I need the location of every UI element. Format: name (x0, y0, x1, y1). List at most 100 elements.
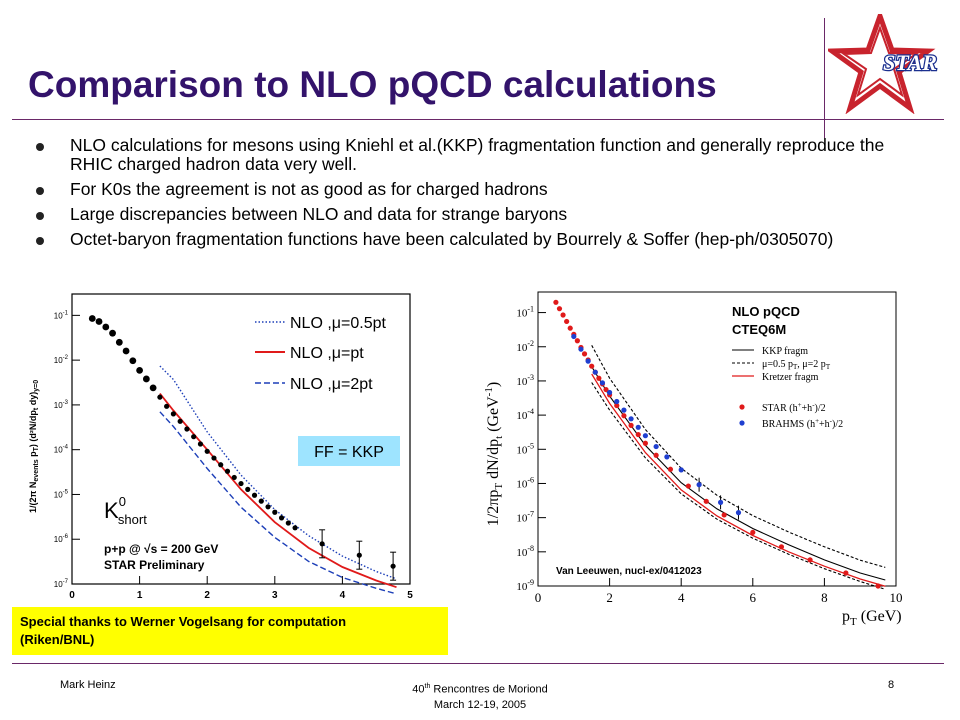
bullet-dot-icon (36, 212, 44, 220)
data-point-star (553, 299, 559, 305)
x-tick-label: 0 (69, 590, 75, 601)
data-point-star (721, 512, 727, 518)
x-tick-label: 2 (204, 590, 210, 601)
data-point (258, 498, 264, 504)
footer-divider (12, 663, 944, 664)
curve-mu-pt (159, 392, 397, 589)
data-point (278, 515, 285, 521)
star-outline (828, 14, 936, 114)
data-point (197, 441, 204, 447)
data-point (164, 403, 170, 409)
legend-label: BRAHMS (h++h-)/2 (762, 417, 843, 430)
bullet-list: NLO calculations for mesons using Kniehl… (36, 136, 916, 255)
plot-frame (71, 293, 411, 585)
acknowledgement-line: (Riken/BNL) (20, 632, 95, 647)
curve-mu-2pt (159, 411, 397, 595)
star-logo-icon: STAR (828, 14, 938, 114)
data-point-brahms (642, 433, 648, 439)
x-axis-title: pT (GeV) (842, 608, 902, 628)
data-point (231, 474, 237, 481)
data-point (149, 384, 157, 392)
y-tick-label: 10-3 (54, 400, 69, 410)
data-point-star (667, 466, 674, 472)
data-point-star (778, 544, 785, 550)
vertical-divider (824, 18, 825, 138)
y-axis-title: 1/2πpT dN/dpt (GeV-1) (483, 382, 505, 526)
data-point (356, 552, 362, 558)
curve-scale-upper (591, 345, 886, 568)
data-point (170, 411, 176, 417)
y-tick-label: 10-8 (516, 544, 534, 559)
y-tick-label: 10-5 (54, 489, 69, 499)
x-tick-label: 6 (750, 590, 757, 605)
bullet-dot-icon (36, 143, 44, 151)
data-point (184, 426, 190, 432)
data-point (265, 504, 271, 510)
data-point-star (621, 413, 627, 419)
bullet-dot-icon (36, 187, 44, 195)
footer-conference-name: 40th Rencontres de Moriond (412, 683, 548, 696)
data-point (292, 525, 298, 531)
bullet-item: NLO calculations for mesons using Kniehl… (36, 136, 916, 174)
citation-box (552, 562, 738, 578)
data-point-brahms (735, 510, 742, 516)
data-point (285, 520, 291, 526)
curve-scale-lower (591, 382, 886, 590)
nlo-curves (159, 365, 397, 595)
data-point (191, 434, 197, 440)
data-point-star (750, 529, 756, 536)
y-tick-label: 10-5 (516, 441, 534, 456)
curve-kkp (591, 366, 886, 581)
data-point (177, 418, 183, 424)
data-point-brahms (717, 499, 724, 505)
y-tick-label: 10-1 (516, 305, 534, 320)
legend-label: NLO ,μ=2pt (290, 376, 373, 393)
footer-conference: 40th Rencontres de Moriond March 12-19, … (380, 679, 580, 713)
data-point (88, 315, 96, 322)
legend: NLO pQCD CTEQ6M KKP fragm μ=0.5 pT, μ=2 … (732, 304, 843, 430)
data-point-star (564, 318, 570, 325)
bullet-text: Large discrepancies between NLO and data… (70, 204, 568, 224)
y-tick-label: 10-3 (516, 373, 534, 388)
legend-label: Kretzer fragm (762, 372, 819, 383)
data-point (122, 347, 130, 355)
data-point-brahms (628, 416, 634, 422)
bullet-text: For K0s the agreement is not as good as … (70, 179, 548, 199)
legend-label: KKP fragm (762, 346, 808, 357)
data-point-star (703, 498, 709, 504)
title-divider (12, 119, 944, 120)
legend: NLO ,μ=0.5pt NLO ,μ=pt NLO ,μ=2pt (255, 315, 386, 393)
axis-ticks: 024681010-1110-210-310-410-510-610-710-8… (516, 305, 902, 605)
ff-label-box (298, 436, 400, 466)
footer-author: Mark Heinz (60, 679, 116, 691)
x-tick-label: 0 (535, 590, 542, 605)
data-point (245, 486, 251, 492)
charged-hadron-spectrum-chart: 024681010-1110-210-310-410-510-610-710-8… (470, 286, 910, 634)
x-tick-label: 2 (606, 590, 613, 605)
data-point (157, 394, 163, 400)
y-tick-label: 10-6 (54, 534, 69, 544)
x-tick-label: 4 (678, 590, 685, 605)
y-tick-label: 10-7 (516, 510, 534, 525)
y-tick-label: 10-7 (54, 579, 69, 589)
legend-label: STAR (h++h-)/2 (762, 401, 826, 414)
x-tick-label: 8 (821, 590, 828, 605)
data-point-star (843, 570, 849, 576)
acknowledgement-line: Special thanks to Werner Vogelsang for c… (20, 614, 347, 629)
curve-mu-half-pt (159, 365, 397, 580)
bullet-item: Octet-baryon fragmentation functions hav… (36, 230, 916, 249)
data-point-brahms (578, 346, 584, 352)
data-point (251, 492, 258, 498)
data-point-star (603, 386, 609, 393)
y-tick-label: 10-1 (54, 310, 69, 320)
data-point (272, 509, 278, 515)
data-point (95, 318, 103, 325)
y-tick-label: 10-4 (516, 407, 534, 422)
x-tick-label: 3 (272, 590, 278, 601)
data-point-star (635, 431, 641, 438)
legend-title: NLO pQCD (732, 304, 800, 319)
data-point-brahms (653, 443, 659, 450)
data-point (238, 480, 244, 487)
data-point-brahms (571, 333, 577, 340)
nlo-curves (591, 345, 886, 590)
